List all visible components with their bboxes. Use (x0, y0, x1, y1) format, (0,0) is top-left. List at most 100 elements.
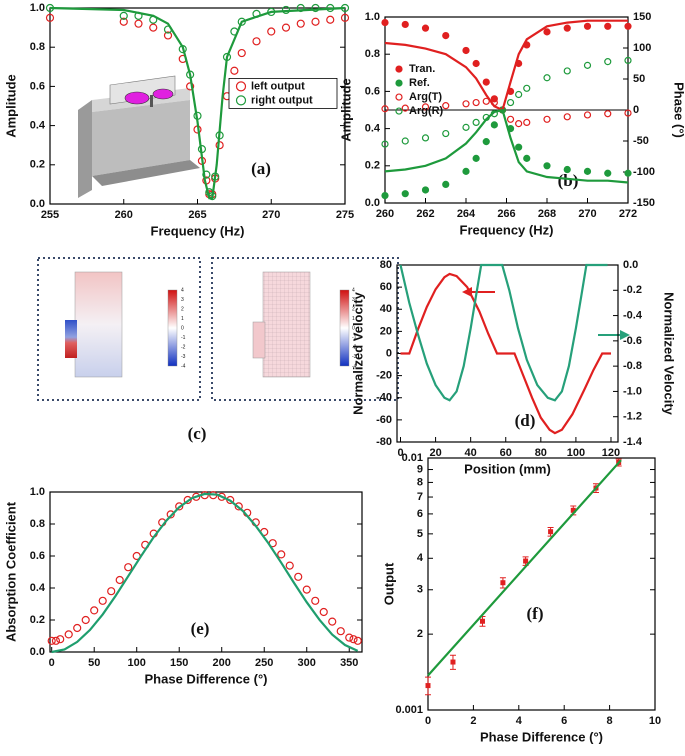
y-tick-label: 1.0 (365, 11, 380, 23)
x-tick-label: 266 (497, 208, 515, 220)
y-tick-label: 0.4 (30, 582, 46, 594)
y-tick-label: 80 (380, 259, 392, 271)
colorbar-tick-label: 3 (352, 297, 355, 303)
marker (442, 31, 450, 40)
marker (462, 167, 470, 175)
marker (294, 572, 303, 581)
y2-axis-title: Normalized Velocity (662, 292, 677, 416)
marker (119, 11, 128, 20)
marker (421, 24, 430, 32)
marker (124, 563, 133, 572)
y2-tick-label: -50 (633, 135, 649, 147)
marker (277, 550, 286, 559)
colorbar-tick-label: -1 (181, 335, 186, 341)
marker (64, 630, 73, 639)
y-tick-label: 0.0 (365, 197, 380, 209)
y-tick-label: 0.0 (30, 646, 45, 658)
y-tick-label: 0.2 (30, 614, 45, 626)
marker (482, 97, 490, 105)
y-tick-label: 0.001 (395, 704, 423, 716)
y-tick-label: -20 (376, 370, 392, 382)
y-axis-title: Normalized Velocity (350, 291, 365, 415)
panel-label: (c) (188, 424, 207, 443)
marker (604, 110, 612, 118)
marker (523, 558, 529, 564)
y2-tick-label: -150 (633, 197, 655, 209)
marker (326, 15, 335, 24)
marker (381, 18, 389, 27)
marker (583, 61, 592, 69)
marker (353, 636, 362, 645)
y-tick-label: 5 (417, 528, 423, 540)
y-tick-label: 2 (417, 628, 423, 640)
x-tick-label: 6 (561, 715, 567, 727)
y2-tick-label: 0.0 (623, 259, 638, 271)
marker (395, 79, 403, 87)
marker (296, 19, 305, 28)
x-tick-label: 150 (170, 657, 188, 669)
marker (202, 170, 211, 179)
marker (543, 115, 551, 123)
marker (462, 123, 470, 131)
marker (506, 98, 515, 107)
x-tick-label: 40 (465, 447, 477, 459)
y-tick-label: -40 (376, 392, 392, 404)
y2-tick-label: 150 (633, 11, 651, 23)
colorbar-tick-label: 1 (181, 316, 184, 322)
x-tick-label: 264 (457, 208, 476, 220)
marker (548, 529, 554, 535)
marker (311, 17, 320, 26)
marker (51, 636, 61, 645)
marker (90, 606, 99, 615)
marker (235, 95, 247, 106)
marker (472, 59, 480, 68)
y-axis-title: Output (381, 562, 396, 605)
colorbar-tick-label: 0 (352, 325, 355, 331)
y2-tick-label: 50 (633, 73, 645, 85)
colorbar-tick-label: -3 (352, 354, 357, 360)
marker (175, 502, 184, 511)
x-tick-label: 0 (397, 447, 403, 459)
marker (482, 138, 490, 146)
marker (345, 633, 354, 642)
x-tick-label: 100 (128, 657, 146, 669)
colorbar-tick-label: 0 (181, 325, 184, 331)
y-tick-label: 4 (417, 552, 424, 564)
y2-tick-label: -1.0 (623, 385, 642, 397)
y-tick-label: 0.2 (365, 160, 380, 172)
y-tick-label: 8 (417, 476, 423, 488)
y-tick-label: 9 (417, 463, 423, 475)
marker (462, 100, 470, 108)
series-line (49, 6, 346, 200)
x-axis-title: Frequency (Hz) (460, 222, 554, 237)
marker (523, 84, 531, 92)
marker (515, 90, 523, 99)
x-axis-title: Frequency (Hz) (151, 223, 245, 238)
marker (234, 502, 243, 511)
marker (450, 659, 456, 665)
marker (543, 162, 551, 170)
marker (115, 575, 124, 585)
y2-tick-label: -0.8 (623, 360, 642, 372)
x-tick-label: 8 (607, 715, 613, 727)
y-tick-label: 0.6 (30, 80, 45, 92)
marker (515, 120, 523, 128)
y2-tick-label: -100 (633, 166, 655, 178)
marker (302, 585, 311, 594)
marker (563, 24, 571, 32)
y-tick-label: 0.2 (30, 159, 45, 171)
x-axis-title: Position (mm) (464, 461, 551, 476)
y2-tick-label: -1.4 (623, 436, 643, 448)
marker (624, 109, 632, 117)
marker (624, 22, 632, 30)
x-tick-label: 100 (567, 447, 585, 459)
series-line (399, 263, 608, 402)
marker (401, 20, 409, 29)
x-tick-label: 50 (88, 657, 100, 669)
x-tick-label: 270 (262, 209, 280, 221)
x-tick-label: 262 (416, 208, 434, 220)
y-tick-label: 0.8 (30, 41, 45, 53)
marker (482, 78, 490, 86)
marker (401, 137, 409, 145)
y2-tick-label: 100 (633, 42, 651, 54)
